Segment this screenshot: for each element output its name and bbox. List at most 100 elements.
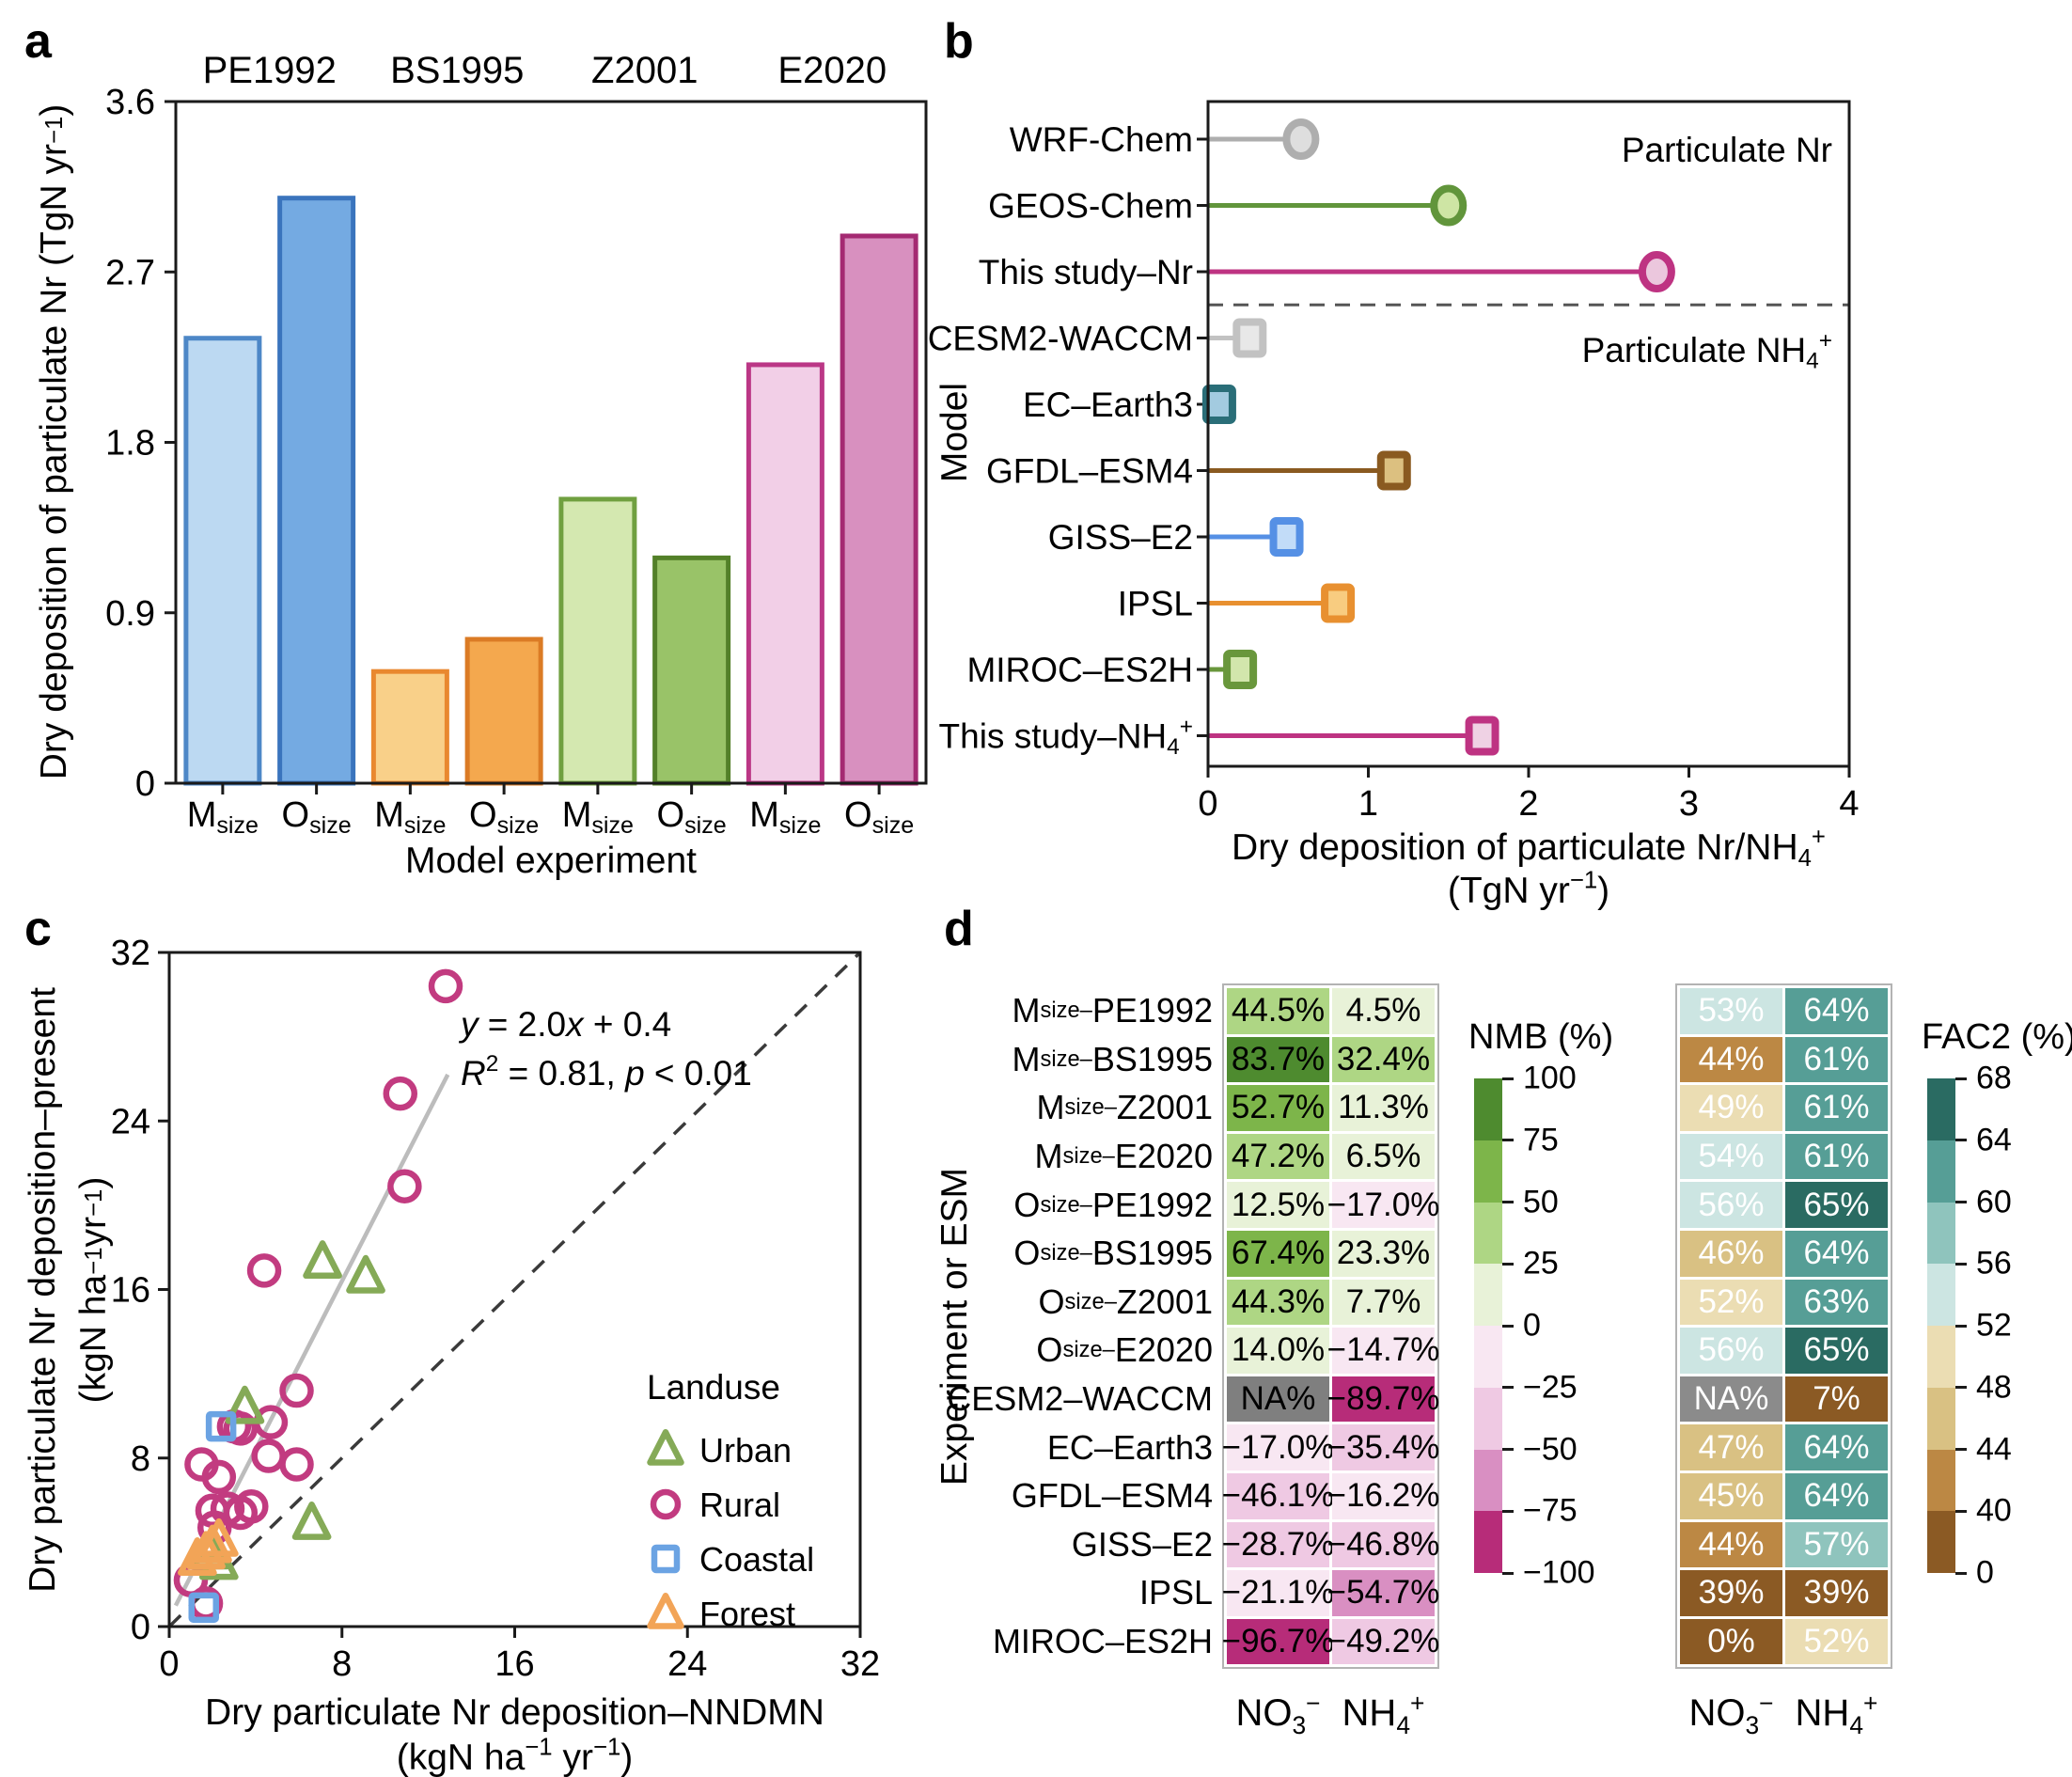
group-label-PE1992: PE1992 <box>203 50 337 91</box>
nmb-cell: −28.7% <box>1222 1521 1334 1568</box>
scatter-point-rural <box>383 1076 418 1111</box>
bar-E2020-Osize <box>840 233 918 786</box>
model-label: MIROC–ES2H <box>966 651 1193 689</box>
x-tick-label: 0 <box>159 1644 179 1684</box>
y-tick-label: 0 <box>135 764 155 804</box>
panel-a-x-axis-label: Model experiment <box>405 841 697 881</box>
x-tick-label: 1 <box>1358 784 1378 824</box>
scatter-point-rural <box>201 1459 237 1495</box>
fac2-cell: 61% <box>1785 1133 1888 1180</box>
nmb-cell: 32.4% <box>1332 1036 1435 1083</box>
bar-tick-label: Msize <box>562 795 634 839</box>
nmb-colorbar-tick <box>1502 1448 1514 1451</box>
y-tick-label: 0.9 <box>105 594 155 634</box>
fac2-colorbar-tick-label: 48 <box>1976 1369 2012 1406</box>
nmb-cell: −54.7% <box>1327 1570 1439 1616</box>
fac2-cell: 65% <box>1785 1182 1888 1228</box>
fac2-colorbar-tick <box>1955 1386 1967 1390</box>
nmb-colorbar-band <box>1474 1387 1502 1450</box>
model-label: GFDL–ESM4 <box>986 452 1193 491</box>
y-tick-label: 3.6 <box>105 83 155 122</box>
lollipop-circle-marker <box>1282 118 1320 160</box>
bar-Z2001-Osize <box>652 555 731 786</box>
panel-b-lollipop-chart: WRF-Chem GEOS-Chem This study–Nr CESM2-WACC… <box>928 100 1860 911</box>
bar-BS1995-Msize <box>370 668 449 786</box>
fac2-colorbar-band <box>1927 1511 1955 1573</box>
x-tick-label: 8 <box>332 1644 352 1684</box>
scatter-point-rural <box>234 1489 269 1524</box>
fac2-colorbar-band <box>1927 1326 1955 1388</box>
scatter-point-coastal <box>188 1592 219 1624</box>
nmb-cell: −89.7% <box>1327 1376 1439 1423</box>
fac2-cell: 53% <box>1680 988 1782 1034</box>
y-tick-label: 16 <box>111 1271 150 1311</box>
fac2-cell: 52% <box>1680 1279 1782 1326</box>
scatter-point-rural <box>428 968 463 1004</box>
fit-r2-label: R2 = 0.81, p < 0.01 <box>461 1051 752 1093</box>
lollipop-square-marker <box>1201 385 1236 424</box>
nmb-colorbar-tick-label: 50 <box>1523 1184 1559 1219</box>
nmb-colorbar-tick <box>1502 1324 1514 1328</box>
lollipop-square-marker <box>1376 450 1411 491</box>
x-tick-label: 0 <box>1198 784 1217 824</box>
model-label: CESM2-WACCM <box>928 320 1193 358</box>
lollipop-square-marker <box>1232 318 1267 358</box>
legend-marker-coastal <box>651 1544 681 1574</box>
nmb-cell: NA% <box>1227 1376 1329 1423</box>
nmb-colorbar-title: NMB (%) <box>1468 1017 1614 1057</box>
model-label: IPSL <box>1118 585 1193 623</box>
nmb-column-label: NH4+ <box>1342 1689 1425 1739</box>
x-tick-label: 4 <box>1839 784 1859 824</box>
fac2-cell: 46% <box>1680 1230 1782 1277</box>
identity-line <box>167 951 862 1628</box>
fac2-cell: 0% <box>1680 1618 1782 1665</box>
fac2-cell: 52% <box>1785 1618 1888 1665</box>
nmb-colorbar-tick <box>1502 1571 1514 1575</box>
nmb-cell: 67.4% <box>1227 1230 1329 1277</box>
nmb-cell: −14.7% <box>1327 1328 1439 1374</box>
legend-title: Landuse <box>647 1368 780 1407</box>
nmb-colorbar-band <box>1474 1078 1502 1140</box>
scatter-point-rural <box>279 1447 314 1482</box>
fac2-colorbar-tick <box>1955 1324 1967 1328</box>
nmb-cell: −21.1% <box>1222 1570 1334 1616</box>
legend-label-rural: Rural <box>699 1486 780 1524</box>
y-tick-label: 1.8 <box>105 424 155 464</box>
lollipop-square-marker <box>1321 583 1356 623</box>
panel-c-scatter-plot: 0 8 16 24 32 0 8 16 24 32 y = 2.0x + 0.4 R2 = 0.81,… <box>111 934 880 1777</box>
fac2-colorbar-band <box>1927 1078 1955 1140</box>
section-label-particulate-nr: Particulate Nr <box>1622 131 1832 169</box>
fac2-colorbar <box>1927 1078 1955 1573</box>
fac2-colorbar-tick <box>1955 1201 1967 1203</box>
fac2-colorbar-tick-label: 44 <box>1976 1431 2012 1467</box>
fac2-cell: 63% <box>1785 1279 1888 1326</box>
y-tick-label: 32 <box>111 934 150 973</box>
bar-tick-label: Msize <box>374 795 446 839</box>
nmb-cell: −46.8% <box>1327 1521 1439 1568</box>
nmb-colorbar-tick <box>1502 1386 1514 1390</box>
lollipop-square-marker <box>1223 650 1258 689</box>
nmb-cell: 44.3% <box>1227 1279 1329 1326</box>
fac2-colorbar-tick <box>1955 1571 1967 1575</box>
model-label: This study–Nr <box>979 253 1193 291</box>
fac2-cell: 56% <box>1680 1328 1782 1374</box>
fac2-cell: 49% <box>1680 1085 1782 1131</box>
fac2-cell: 65% <box>1785 1328 1888 1374</box>
model-label: WRF-Chem <box>1010 120 1193 159</box>
lollipop-square-marker <box>1465 716 1499 756</box>
plot-frame <box>1206 100 1851 768</box>
bar-PE1992-Osize <box>277 196 356 786</box>
fac2-colorbar-tick-label: 52 <box>1976 1307 2012 1344</box>
fit-equation-label: y = 2.0x + 0.4 <box>458 1005 671 1044</box>
scatter-point-rural <box>279 1373 314 1408</box>
nmb-colorbar-tick <box>1502 1262 1514 1266</box>
nmb-colorbar-tick-label: −25 <box>1523 1369 1578 1406</box>
fac2-column-label: NH4+ <box>1795 1689 1878 1739</box>
bar-tick-label: Osize <box>657 795 727 839</box>
fac2-colorbar-tick <box>1955 1077 1967 1080</box>
nmb-cell: 44.5% <box>1227 988 1329 1034</box>
nmb-colorbar-tick-label: 0 <box>1523 1307 1541 1344</box>
fac2-cell: 47% <box>1680 1424 1782 1470</box>
panel-c-label: c <box>24 902 52 956</box>
y-tick-label: 8 <box>131 1439 150 1479</box>
